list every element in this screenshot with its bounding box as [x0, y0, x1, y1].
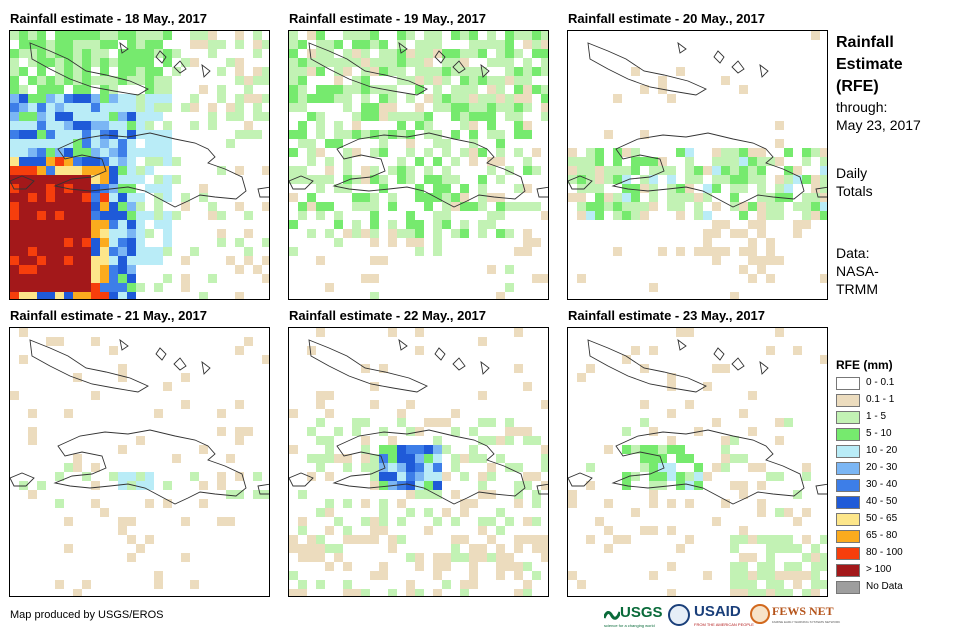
totals-line-2: Totals [836, 183, 873, 199]
jamaica-coastline [10, 472, 35, 487]
fews-net-logo-icon [750, 604, 770, 624]
jamaica-coastline [289, 175, 314, 190]
cuba-coastline [587, 42, 707, 96]
bahamas-coastline [398, 41, 490, 78]
legend-label: 10 - 20 [866, 445, 898, 456]
usaid-tagline: FROM THE AMERICAN PEOPLE [694, 622, 754, 627]
usaid-logo-text: USAID [694, 603, 741, 620]
map-title-line-1: Rainfall [836, 34, 894, 51]
jamaica-coastline [568, 472, 593, 487]
rainfall-grid [289, 328, 548, 596]
legend-title: RFE (mm) [836, 358, 893, 372]
hispaniola-coastline [332, 132, 526, 208]
puerto-rico-coastline [815, 186, 827, 198]
rainfall-map-23-may [567, 327, 828, 597]
puerto-rico-coastline [536, 483, 548, 495]
rainfall-grid [568, 31, 827, 299]
hispaniola-coastline [332, 429, 526, 505]
legend-label: 40 - 50 [866, 496, 898, 507]
legend-swatch [836, 513, 860, 526]
usgs-logo-icon: USGS science for a changing world [604, 604, 663, 630]
rainfall-map-20-may [567, 30, 828, 300]
panel-title-1: Rainfall estimate - 18 May., 2017 [10, 11, 208, 26]
cuba-coastline [308, 339, 428, 393]
bahamas-coastline [677, 338, 769, 375]
cuba-coastline [587, 339, 707, 393]
rainfall-map-21-may [9, 327, 270, 597]
fews-net-tagline: FAMINE EARLY WARNING SYSTEMS NETWORK [772, 620, 841, 624]
hispaniola-coastline [611, 429, 805, 505]
legend-swatch [836, 547, 860, 560]
rainfall-grid [568, 328, 827, 596]
totals-line-1: Daily [836, 165, 868, 181]
usaid-logo: USAID FROM THE AMERICAN PEOPLE [694, 603, 754, 631]
map-title-line-2: Estimate [836, 56, 903, 73]
panel-title-5: Rainfall estimate - 22 May., 2017 [289, 308, 487, 323]
data-source-line-2: TRMM [836, 281, 878, 297]
cuba-coastline [29, 42, 149, 96]
bahamas-coastline [398, 338, 490, 375]
legend-label: 0 - 0.1 [866, 377, 895, 388]
jamaica-coastline [289, 472, 314, 487]
legend-label: 65 - 80 [866, 530, 898, 541]
legend-swatch [836, 581, 860, 594]
rainfall-grid [10, 328, 269, 596]
legend-label: 80 - 100 [866, 547, 903, 558]
legend-label: 1 - 5 [866, 411, 887, 422]
rainfall-map-19-may [288, 30, 549, 300]
legend-label: 20 - 30 [866, 462, 898, 473]
usgs-tagline: science for a changing world [604, 623, 655, 628]
legend-swatch [836, 445, 860, 458]
hispaniola-coastline [53, 429, 247, 505]
bahamas-coastline [119, 41, 211, 78]
puerto-rico-coastline [815, 483, 827, 495]
through-label: through: [836, 99, 888, 115]
through-date: May 23, 2017 [836, 117, 921, 133]
legend-label: 0.1 - 1 [866, 394, 895, 405]
rainfall-map-22-may [288, 327, 549, 597]
logo-strip: USGS science for a changing world USAID … [604, 602, 840, 632]
puerto-rico-coastline [257, 186, 269, 198]
bahamas-coastline [677, 41, 769, 78]
legend-swatch [836, 462, 860, 475]
usgs-logo-text: USGS [620, 604, 663, 621]
legend-label: 50 - 65 [866, 513, 898, 524]
hispaniola-coastline [611, 132, 805, 208]
map-info-block: Rainfall Estimate (RFE) through: May 23,… [836, 32, 966, 298]
legend-label: 30 - 40 [866, 479, 898, 490]
legend-swatch [836, 564, 860, 577]
hispaniola-coastline [53, 132, 247, 208]
legend-label: 5 - 10 [866, 428, 892, 439]
legend-swatch [836, 394, 860, 407]
puerto-rico-coastline [257, 483, 269, 495]
legend-label: No Data [866, 581, 903, 592]
panel-title-4: Rainfall estimate - 21 May., 2017 [10, 308, 208, 323]
rainfall-grid [10, 31, 269, 299]
jamaica-coastline [10, 175, 35, 190]
legend-swatch [836, 496, 860, 509]
puerto-rico-coastline [536, 186, 548, 198]
rainfall-map-18-may [9, 30, 270, 300]
panel-title-2: Rainfall estimate - 19 May., 2017 [289, 11, 487, 26]
cuba-coastline [308, 42, 428, 96]
data-label: Data: [836, 245, 870, 261]
legend-swatch [836, 479, 860, 492]
legend-swatch [836, 411, 860, 424]
map-credit: Map produced by USGS/EROS [10, 609, 164, 621]
fews-net-logo-text: FEWS NET [772, 604, 834, 618]
legend-swatch [836, 377, 860, 390]
map-title-line-3: (RFE) [836, 78, 879, 95]
jamaica-coastline [568, 175, 593, 190]
usaid-seal-icon [668, 604, 690, 626]
bahamas-coastline [119, 338, 211, 375]
panel-title-3: Rainfall estimate - 20 May., 2017 [568, 11, 766, 26]
cuba-coastline [29, 339, 149, 393]
legend-label: > 100 [866, 564, 892, 575]
legend-swatch [836, 530, 860, 543]
fews-net-logo: FEWS NET FAMINE EARLY WARNING SYSTEMS NE… [772, 604, 840, 632]
rainfall-grid [289, 31, 548, 299]
panel-title-6: Rainfall estimate - 23 May., 2017 [568, 308, 766, 323]
data-source-line-1: NASA- [836, 263, 879, 279]
legend-swatch [836, 428, 860, 441]
